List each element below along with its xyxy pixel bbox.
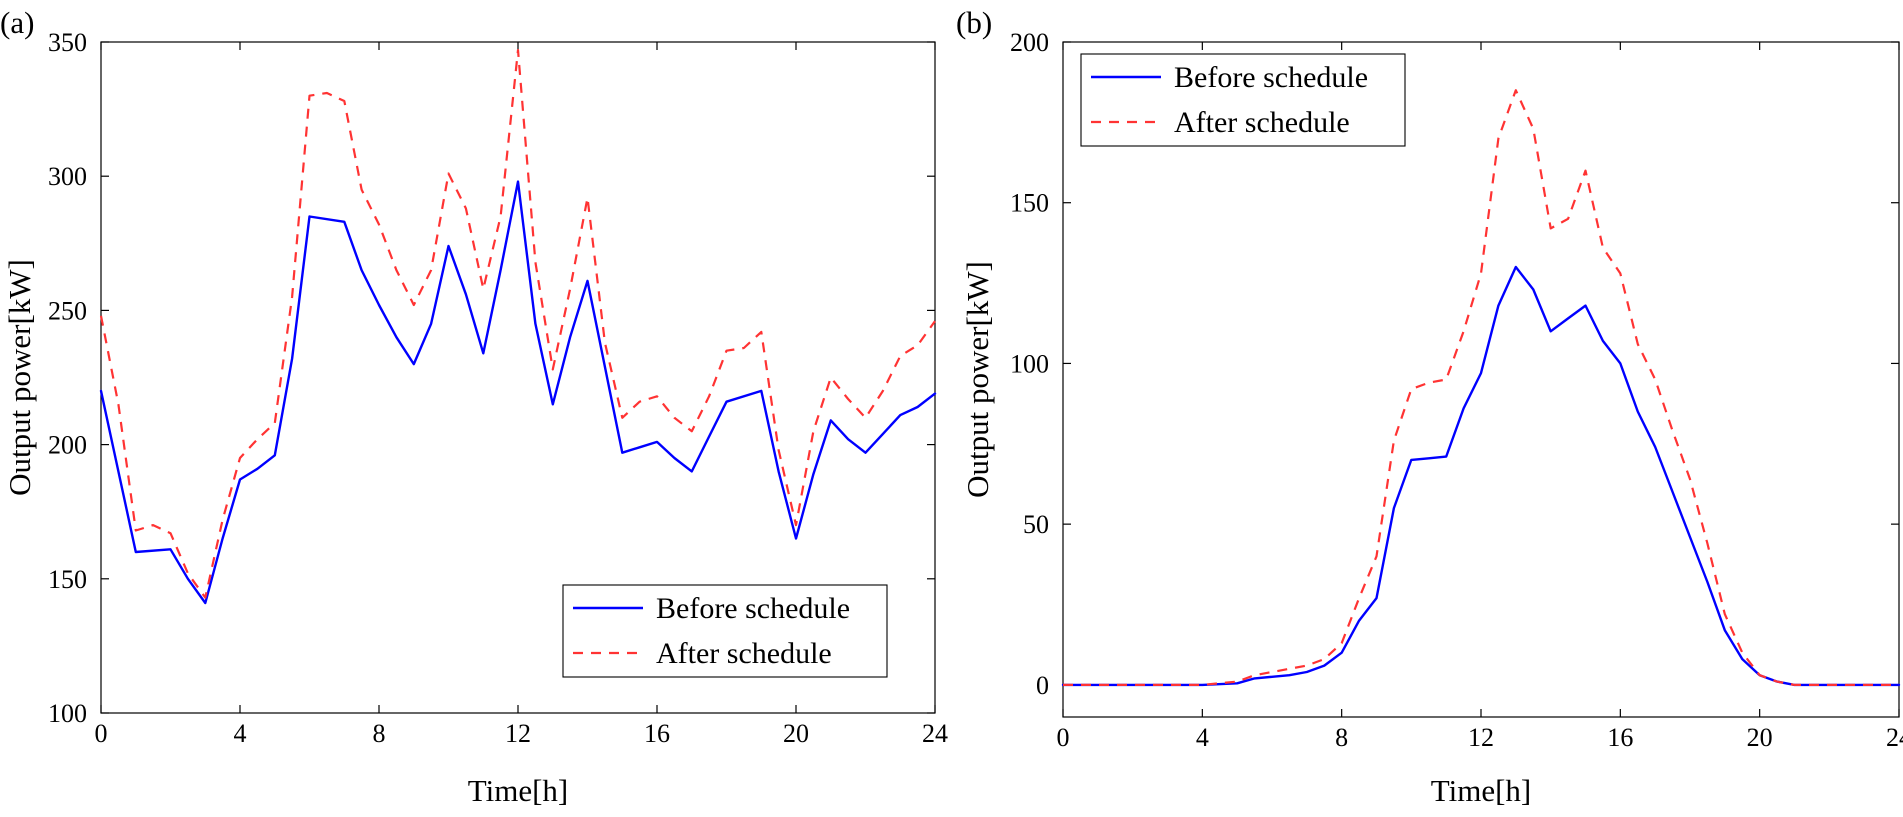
y-tick-label: 50 [1023, 510, 1049, 539]
series-line-before-schedule [1061, 265, 1901, 687]
x-tick-label: 12 [1468, 723, 1494, 752]
x-tick-label: 12 [505, 719, 531, 748]
x-tick-label: 20 [783, 719, 809, 748]
x-tick-label: 8 [373, 719, 386, 748]
x-tick-label: 0 [95, 719, 108, 748]
y-axis-label: Output power[kW] [2, 259, 37, 496]
x-tick-label: 20 [1747, 723, 1773, 752]
y-axis-label: Output power[kW] [960, 261, 995, 498]
x-tick-label: 16 [644, 719, 670, 748]
y-tick-label: 200 [1010, 28, 1049, 57]
y-tick-label: 100 [48, 699, 87, 728]
legend-entry: After schedule [1174, 106, 1350, 139]
legend-entry: Before schedule [1174, 61, 1368, 94]
x-tick-label: 24 [1886, 723, 1903, 752]
series-line-after-schedule [99, 48, 936, 599]
x-tick-label: 24 [922, 719, 948, 748]
chart-panel-b: 0 4 8 12 16 20 24 0 50 100 150 200 Time[h] Output pow… [956, 5, 1903, 808]
x-tick-label: 16 [1607, 723, 1633, 752]
panel-label: (b) [956, 5, 992, 40]
x-axis-label: Time[h] [468, 773, 568, 808]
x-tick-label: 4 [1196, 723, 1209, 752]
series-line-before-schedule [99, 180, 937, 605]
x-axis-label: Time[h] [1431, 773, 1531, 808]
series-line-after-schedule [1063, 89, 1899, 687]
x-tick-label: 8 [1335, 723, 1348, 752]
y-tick-label: 100 [1010, 349, 1049, 378]
legend-entry: After schedule [656, 637, 832, 670]
legend-entry: Before schedule [656, 592, 850, 625]
x-tick-label: 0 [1057, 723, 1070, 752]
y-tick-label: 150 [1010, 189, 1049, 218]
legend-box [562, 584, 888, 678]
y-tick-label: 0 [1036, 671, 1049, 700]
y-tick-label: 300 [48, 162, 87, 191]
chart-panel-a: 0 4 8 12 16 20 24 100 150 200 250 300 350 Time[h] Outp… [0, 5, 948, 808]
x-tick-label: 4 [234, 719, 247, 748]
y-tick-label: 350 [48, 28, 87, 57]
y-tick-label: 200 [48, 431, 87, 460]
y-tick-label: 250 [48, 296, 87, 325]
y-tick-label: 150 [48, 565, 87, 594]
panel-label: (a) [0, 5, 34, 40]
legend-box [1080, 53, 1406, 147]
